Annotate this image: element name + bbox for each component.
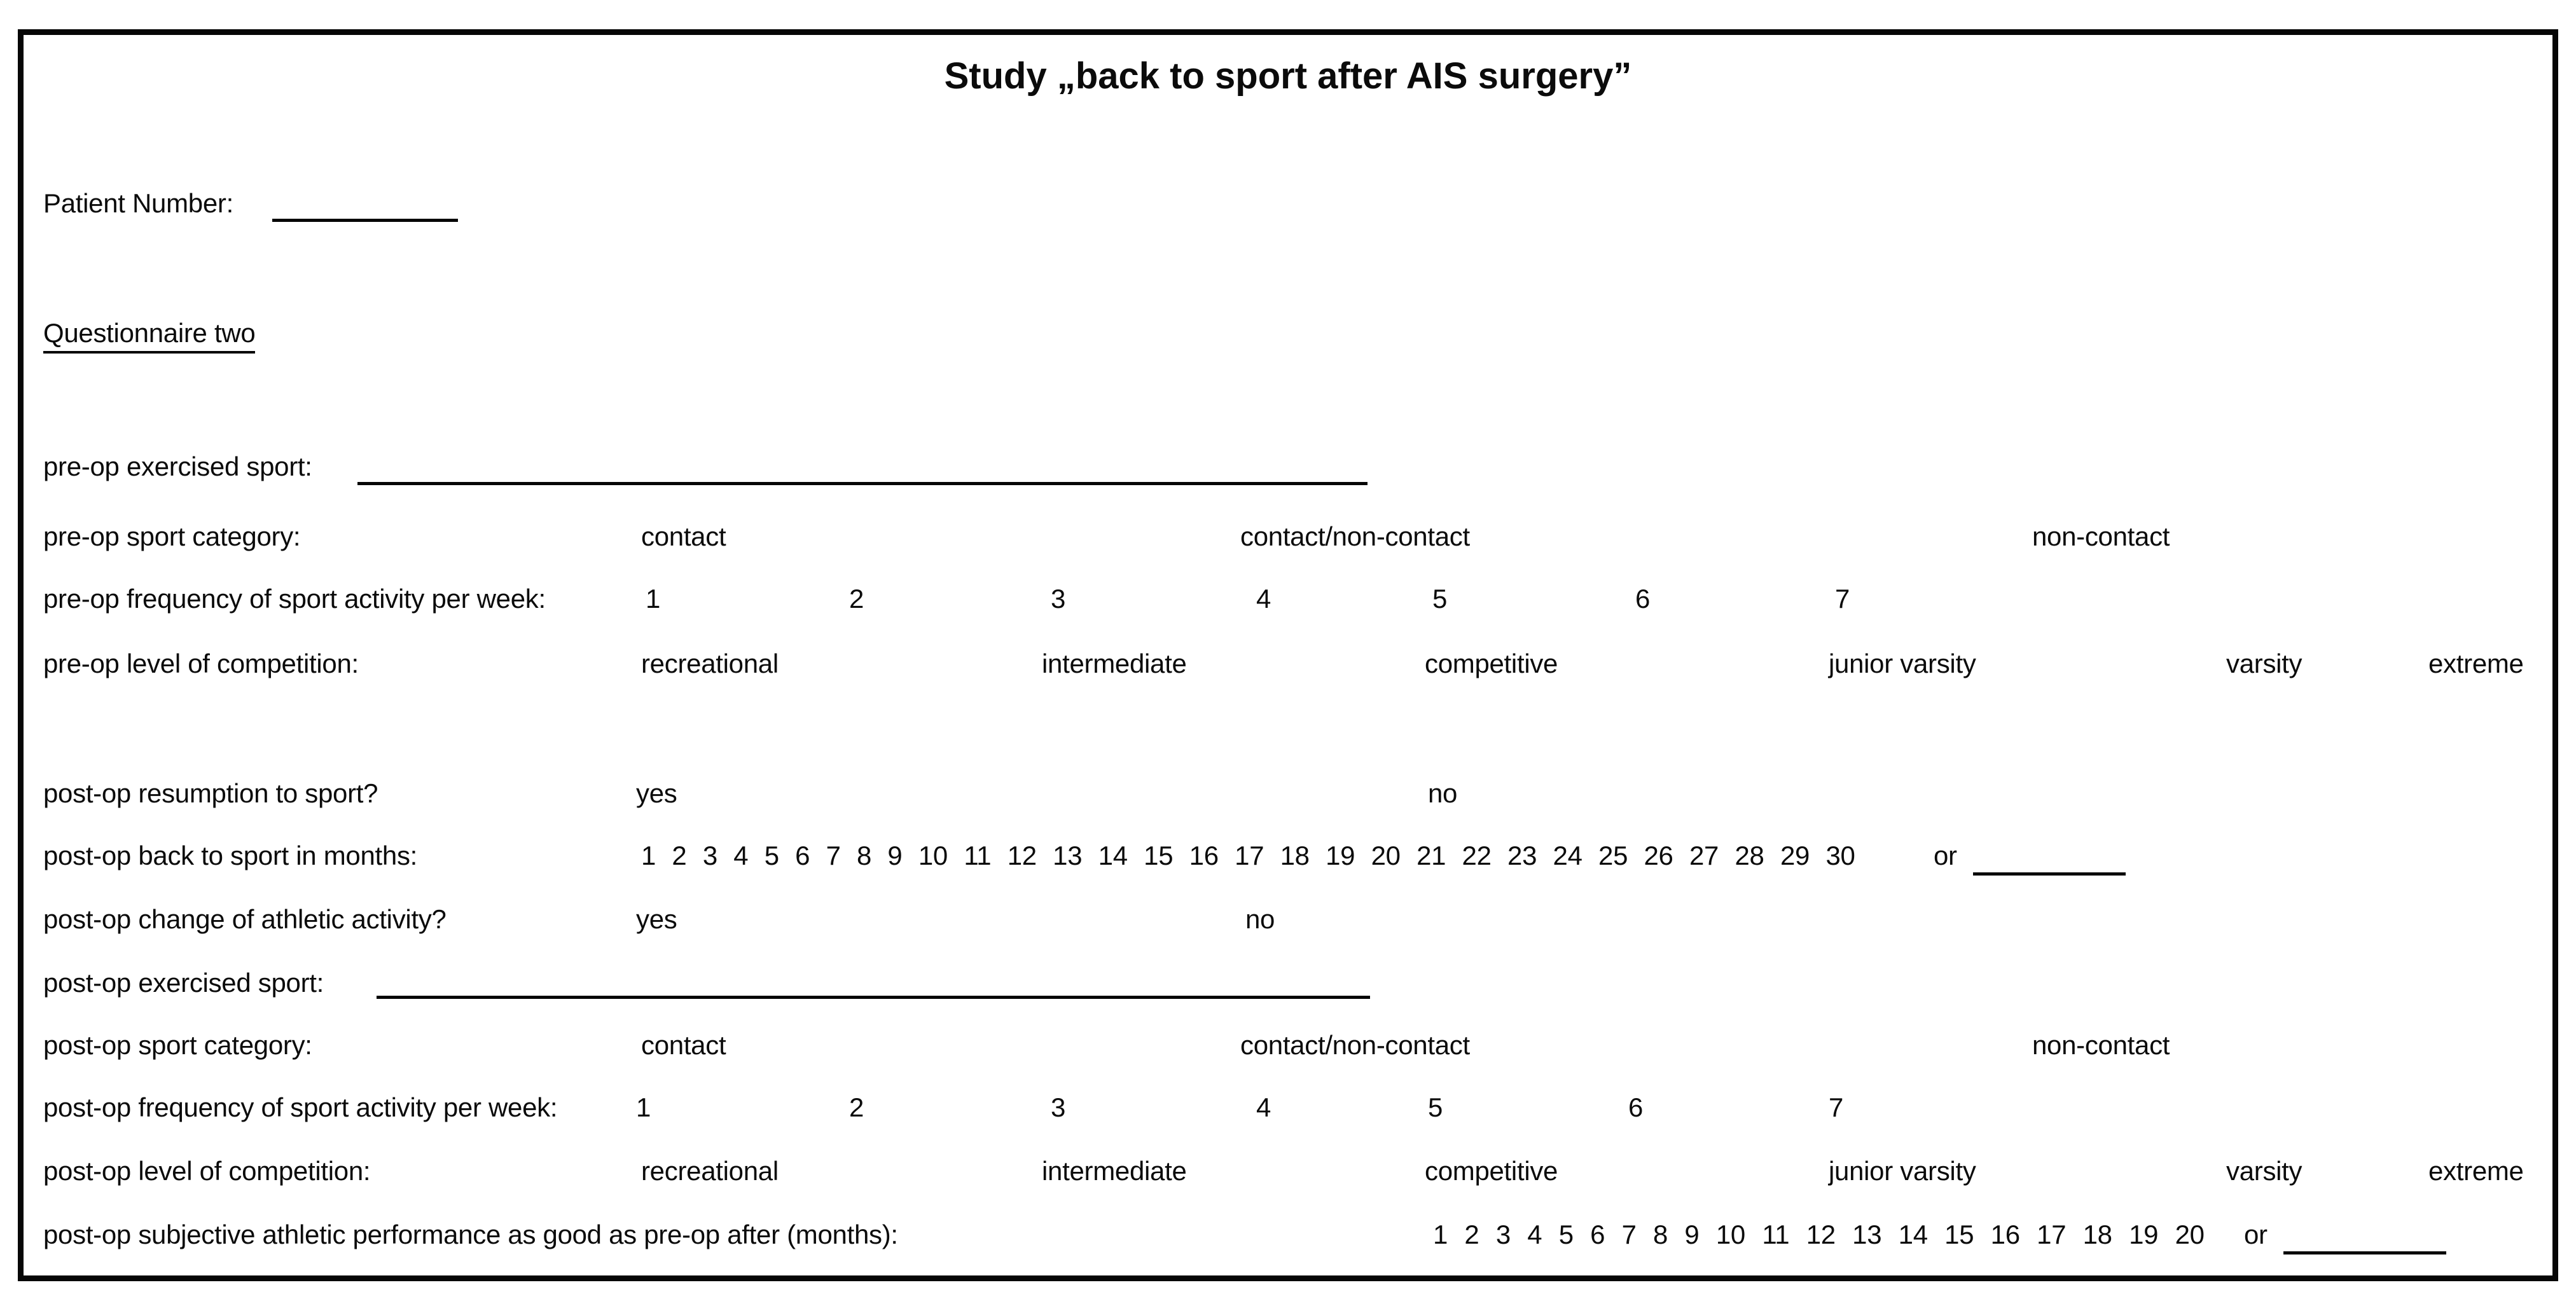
field-label: pre-op exercised sport: [43, 451, 312, 481]
field-label: post-op sport category: [43, 1030, 312, 1060]
field-row-post-resumption: post-op resumption to sport? yes no [0, 778, 2576, 815]
option-3[interactable]: 3 [1051, 584, 1066, 614]
patient-number-blank-line[interactable] [272, 219, 458, 222]
or-label: or [1934, 841, 1957, 870]
option-1[interactable]: 1 [646, 584, 661, 614]
field-label: post-op change of athletic activity? [43, 904, 447, 934]
option-1[interactable]: 1 [636, 1092, 651, 1122]
option-intermediate[interactable]: intermediate [1042, 1156, 1187, 1186]
field-label: pre-op level of competition: [43, 649, 359, 678]
option-5[interactable]: 5 [1428, 1092, 1443, 1122]
field-row-post-change: post-op change of athletic activity? yes… [0, 904, 2576, 941]
field-row-post-months: post-op back to sport in months: 1 2 3 4… [0, 841, 2576, 877]
option-contact-non-contact[interactable]: contact/non-contact [1240, 1030, 1470, 1060]
months-scale-1-20[interactable]: 1 2 3 4 5 6 7 8 9 10 11 12 13 14 15 16 1… [1433, 1220, 2205, 1249]
option-non-contact[interactable]: non-contact [2032, 1030, 2170, 1060]
or-label: or [2244, 1220, 2268, 1249]
months-scale-1-30[interactable]: 1 2 3 4 5 6 7 8 9 10 11 12 13 14 15 16 1… [641, 841, 1855, 870]
post-exercised-sport-blank-line[interactable] [377, 996, 1370, 999]
option-contact[interactable]: contact [641, 521, 726, 551]
option-yes[interactable]: yes [636, 904, 677, 934]
option-recreational[interactable]: recreational [641, 649, 779, 678]
field-label: pre-op frequency of sport activity per w… [43, 584, 546, 614]
patient-number-label: Patient Number: [43, 188, 233, 218]
option-extreme[interactable]: extreme [2428, 1156, 2524, 1186]
section-heading-row: Questionnaire two [0, 318, 2576, 355]
field-row-pre-exercised-sport: pre-op exercised sport: [0, 451, 2576, 488]
field-label: pre-op sport category: [43, 521, 301, 551]
option-no[interactable]: no [1245, 904, 1275, 934]
months-other-blank-line[interactable] [1973, 872, 2126, 876]
field-row-post-subjective: post-op subjective athletic performance … [0, 1220, 2576, 1256]
subjective-other-blank-line[interactable] [2283, 1251, 2446, 1254]
field-row-post-level: post-op level of competition: recreation… [0, 1156, 2576, 1193]
option-3[interactable]: 3 [1051, 1092, 1066, 1122]
field-row-pre-frequency: pre-op frequency of sport activity per w… [0, 584, 2576, 621]
option-6[interactable]: 6 [1628, 1092, 1644, 1122]
field-label: post-op exercised sport: [43, 968, 324, 998]
option-4[interactable]: 4 [1256, 1092, 1271, 1122]
option-4[interactable]: 4 [1256, 584, 1271, 614]
field-row-pre-level: pre-op level of competition: recreationa… [0, 649, 2576, 685]
option-varsity[interactable]: varsity [2226, 649, 2302, 678]
field-row-patient-number: Patient Number: [0, 188, 2576, 225]
option-7[interactable]: 7 [1835, 584, 1850, 614]
option-junior-varsity[interactable]: junior varsity [1829, 649, 1976, 678]
option-2[interactable]: 2 [849, 1092, 864, 1122]
option-yes[interactable]: yes [636, 778, 677, 808]
field-row-post-frequency: post-op frequency of sport activity per … [0, 1092, 2576, 1129]
option-7[interactable]: 7 [1829, 1092, 1844, 1122]
option-no[interactable]: no [1428, 778, 1458, 808]
option-extreme[interactable]: extreme [2428, 649, 2524, 678]
page-title: Study „back to sport after AIS surgery” [944, 55, 1632, 97]
option-recreational[interactable]: recreational [641, 1156, 779, 1186]
section-heading: Questionnaire two [43, 318, 256, 354]
field-row-post-exercised-sport: post-op exercised sport: [0, 968, 2576, 1005]
option-contact[interactable]: contact [641, 1030, 726, 1060]
option-2[interactable]: 2 [849, 584, 864, 614]
option-varsity[interactable]: varsity [2226, 1156, 2302, 1186]
page-border [18, 29, 2558, 1281]
option-intermediate[interactable]: intermediate [1042, 649, 1187, 678]
field-label: post-op subjective athletic performance … [43, 1220, 898, 1249]
field-row-pre-sport-category: pre-op sport category: contact contact/n… [0, 521, 2576, 558]
field-row-post-sport-category: post-op sport category: contact contact/… [0, 1030, 2576, 1067]
option-competitive[interactable]: competitive [1425, 649, 1558, 678]
option-non-contact[interactable]: non-contact [2032, 521, 2170, 551]
option-6[interactable]: 6 [1635, 584, 1651, 614]
pre-exercised-sport-blank-line[interactable] [357, 482, 1368, 485]
option-competitive[interactable]: competitive [1425, 1156, 1558, 1186]
field-label: post-op frequency of sport activity per … [43, 1092, 558, 1122]
option-5[interactable]: 5 [1432, 584, 1448, 614]
option-contact-non-contact[interactable]: contact/non-contact [1240, 521, 1470, 551]
option-junior-varsity[interactable]: junior varsity [1829, 1156, 1976, 1186]
field-label: post-op level of competition: [43, 1156, 371, 1186]
field-label: post-op back to sport in months: [43, 841, 418, 870]
field-label: post-op resumption to sport? [43, 778, 378, 808]
